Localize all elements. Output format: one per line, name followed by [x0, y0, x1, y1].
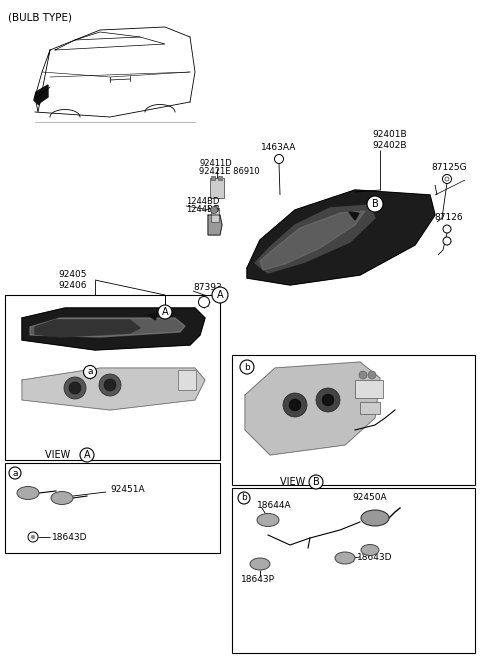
Bar — [232, 488, 475, 653]
Ellipse shape — [335, 552, 355, 564]
Bar — [360, 402, 380, 414]
Text: 92450A: 92450A — [353, 493, 387, 503]
Text: B: B — [312, 477, 319, 487]
Ellipse shape — [250, 558, 270, 570]
Ellipse shape — [17, 486, 39, 499]
Text: 18643D: 18643D — [52, 533, 87, 541]
Text: 87125G: 87125G — [431, 162, 467, 171]
Text: A: A — [216, 290, 223, 300]
Text: 1244BG: 1244BG — [186, 206, 219, 214]
Text: (BULB TYPE): (BULB TYPE) — [8, 12, 72, 22]
Circle shape — [28, 532, 38, 542]
Circle shape — [309, 475, 323, 489]
Bar — [214, 205, 218, 209]
Text: A: A — [84, 450, 90, 460]
Polygon shape — [22, 308, 205, 350]
Circle shape — [359, 371, 367, 379]
Polygon shape — [247, 190, 435, 285]
Bar — [5, 463, 220, 553]
Text: 18644A: 18644A — [257, 501, 291, 509]
Polygon shape — [208, 215, 222, 235]
Bar — [5, 295, 220, 460]
Text: 18643P: 18643P — [241, 576, 275, 585]
Circle shape — [84, 365, 96, 378]
Ellipse shape — [361, 510, 389, 526]
Text: 87126: 87126 — [435, 214, 463, 223]
Text: 92401B
92402B: 92401B 92402B — [372, 130, 408, 150]
Circle shape — [158, 305, 172, 319]
Bar — [355, 380, 383, 398]
Circle shape — [31, 535, 35, 539]
Text: a: a — [87, 367, 93, 376]
Bar — [211, 176, 215, 180]
Text: b: b — [241, 493, 247, 503]
Circle shape — [212, 287, 228, 303]
Bar — [178, 370, 196, 390]
Circle shape — [104, 379, 116, 391]
Text: VIEW: VIEW — [280, 477, 312, 487]
Bar — [211, 208, 219, 222]
Circle shape — [240, 360, 254, 374]
Circle shape — [275, 154, 284, 164]
Polygon shape — [245, 362, 380, 455]
Circle shape — [445, 177, 449, 181]
Circle shape — [322, 394, 334, 406]
Circle shape — [289, 399, 301, 411]
Bar — [218, 176, 222, 180]
Text: B: B — [372, 199, 378, 209]
Polygon shape — [22, 368, 205, 410]
Text: 1244BD: 1244BD — [186, 198, 219, 206]
Ellipse shape — [361, 545, 379, 556]
Circle shape — [443, 237, 451, 245]
Circle shape — [238, 492, 250, 504]
Text: 92421E 86910: 92421E 86910 — [199, 168, 260, 177]
Circle shape — [69, 382, 81, 394]
Text: 92405
92406: 92405 92406 — [58, 270, 86, 290]
Text: 1463AA: 1463AA — [261, 143, 297, 152]
Text: 92411D: 92411D — [199, 158, 232, 168]
Polygon shape — [260, 211, 365, 270]
Polygon shape — [30, 318, 185, 337]
Ellipse shape — [51, 491, 73, 505]
Polygon shape — [148, 313, 157, 320]
Circle shape — [9, 467, 21, 479]
Circle shape — [80, 448, 94, 462]
Circle shape — [443, 175, 452, 183]
Text: A: A — [162, 307, 168, 317]
Text: 18643D: 18643D — [357, 553, 393, 562]
Circle shape — [99, 374, 121, 396]
Polygon shape — [34, 100, 41, 104]
Circle shape — [211, 206, 217, 214]
Circle shape — [283, 393, 307, 417]
Circle shape — [316, 388, 340, 412]
Polygon shape — [255, 205, 375, 273]
Text: 87393: 87393 — [193, 284, 222, 292]
Text: a: a — [12, 468, 18, 478]
Bar — [210, 178, 224, 198]
Text: 92451A: 92451A — [110, 486, 144, 495]
Text: VIEW: VIEW — [45, 450, 76, 460]
Polygon shape — [349, 212, 359, 220]
Circle shape — [443, 225, 451, 233]
Circle shape — [368, 371, 376, 379]
Circle shape — [367, 196, 383, 212]
Text: b: b — [244, 363, 250, 371]
Polygon shape — [35, 320, 140, 337]
Circle shape — [199, 296, 209, 307]
Bar — [232, 355, 475, 485]
Ellipse shape — [257, 514, 279, 526]
Circle shape — [64, 377, 86, 399]
Polygon shape — [34, 85, 48, 104]
